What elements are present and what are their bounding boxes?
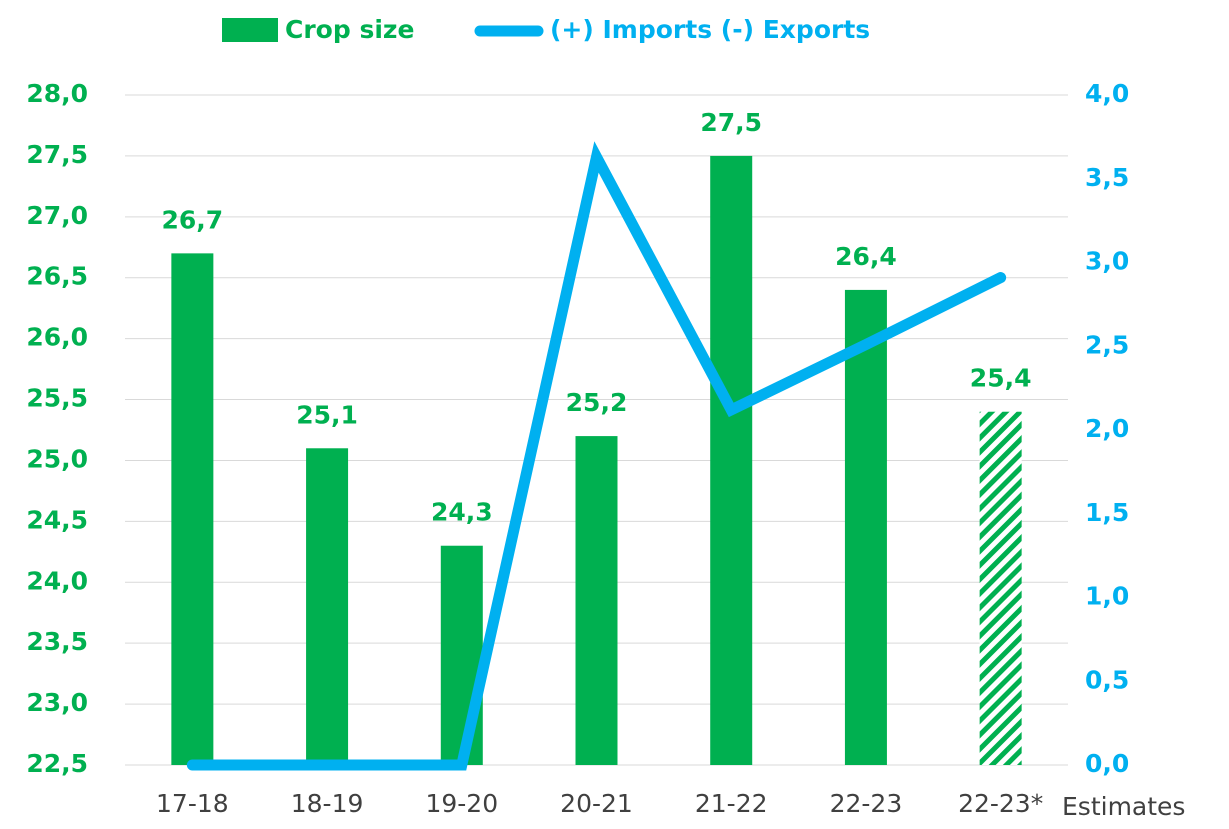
y-tick-label: 22,5 [26, 749, 88, 778]
y2-tick-label: 1,0 [1085, 582, 1129, 611]
x-tick-label: 22-23 [830, 789, 903, 818]
bar [575, 436, 618, 765]
x-tick-label: 17-18 [156, 789, 229, 818]
y-tick-label: 25,0 [26, 444, 88, 473]
y-tick-label: 26,0 [26, 323, 88, 352]
legend-label: Crop size [285, 15, 414, 44]
y-tick-label: 23,5 [26, 627, 88, 656]
y2-tick-label: 3,5 [1085, 163, 1129, 192]
bar [710, 155, 753, 766]
bar [440, 545, 483, 765]
y-tick-label: 23,0 [26, 688, 88, 717]
legend-swatch [222, 18, 278, 42]
legend-label: (+) Imports (-) Exports [550, 15, 870, 44]
data-label: 24,3 [431, 498, 493, 527]
bar [979, 411, 1022, 765]
y2-tick-label: 1,5 [1085, 498, 1129, 527]
x-tick-label: 21-22 [695, 789, 768, 818]
data-label: 25,2 [566, 388, 628, 417]
data-label: 26,4 [835, 242, 897, 271]
x-tick-label: 18-19 [291, 789, 364, 818]
data-label: 26,7 [162, 205, 224, 234]
y-tick-label: 28,0 [26, 79, 88, 108]
y2-tick-label: 3,0 [1085, 247, 1129, 276]
y-tick-label: 27,5 [26, 140, 88, 169]
y-tick-label: 26,5 [26, 262, 88, 291]
y2-tick-label: 4,0 [1085, 79, 1129, 108]
bar [844, 289, 887, 765]
data-label: 27,5 [700, 108, 762, 137]
y2-tick-label: 0,5 [1085, 665, 1129, 694]
x-tick-label: 20-21 [560, 789, 633, 818]
y-tick-label: 27,0 [26, 201, 88, 230]
x-tick-label: 22-23* [958, 789, 1043, 818]
y2-tick-label: 2,5 [1085, 330, 1129, 359]
data-label: 25,4 [970, 364, 1032, 393]
y-tick-label: 24,0 [26, 566, 88, 595]
y2-tick-label: 0,0 [1085, 749, 1129, 778]
data-label: 25,1 [296, 400, 358, 429]
x-tick-label: 19-20 [425, 789, 498, 818]
line [186, 141, 1007, 771]
bar [306, 448, 349, 765]
bar [171, 253, 214, 765]
y2-tick-label: 2,0 [1085, 414, 1129, 443]
y-tick-label: 25,5 [26, 384, 88, 413]
y-tick-label: 24,5 [26, 505, 88, 534]
annotation: Estimates [1062, 792, 1185, 821]
